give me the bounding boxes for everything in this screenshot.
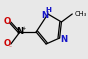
Text: O: O: [4, 18, 11, 26]
Text: N: N: [42, 11, 49, 20]
Text: CH₃: CH₃: [75, 11, 87, 17]
Text: ⁻: ⁻: [8, 46, 12, 52]
Text: +: +: [21, 25, 26, 31]
Text: N: N: [61, 35, 68, 43]
Text: O: O: [4, 39, 11, 48]
Text: N: N: [16, 27, 23, 37]
Text: H: H: [46, 7, 52, 13]
